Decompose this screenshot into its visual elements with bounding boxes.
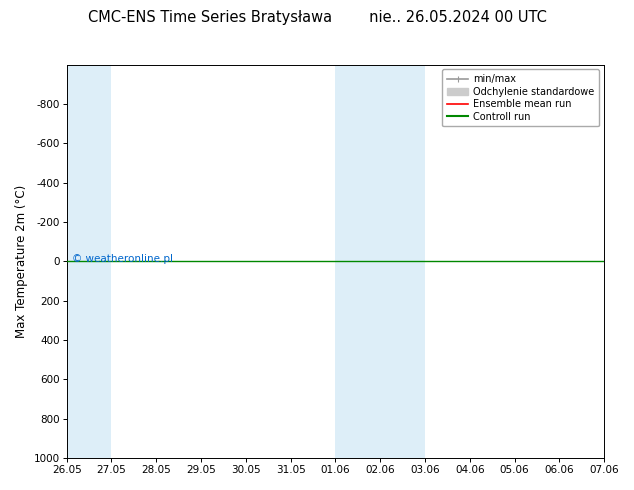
Text: CMC-ENS Time Series Bratysława        nie.. 26.05.2024 00 UTC: CMC-ENS Time Series Bratysława nie.. 26.…: [87, 10, 547, 25]
Bar: [380, 65, 425, 458]
Y-axis label: Max Temperature 2m (°C): Max Temperature 2m (°C): [15, 185, 28, 338]
Bar: [335, 65, 380, 458]
Legend: min/max, Odchylenie standardowe, Ensemble mean run, Controll run: min/max, Odchylenie standardowe, Ensembl…: [442, 70, 599, 126]
Text: © weatheronline.pl: © weatheronline.pl: [72, 254, 173, 265]
Bar: [67, 65, 112, 458]
